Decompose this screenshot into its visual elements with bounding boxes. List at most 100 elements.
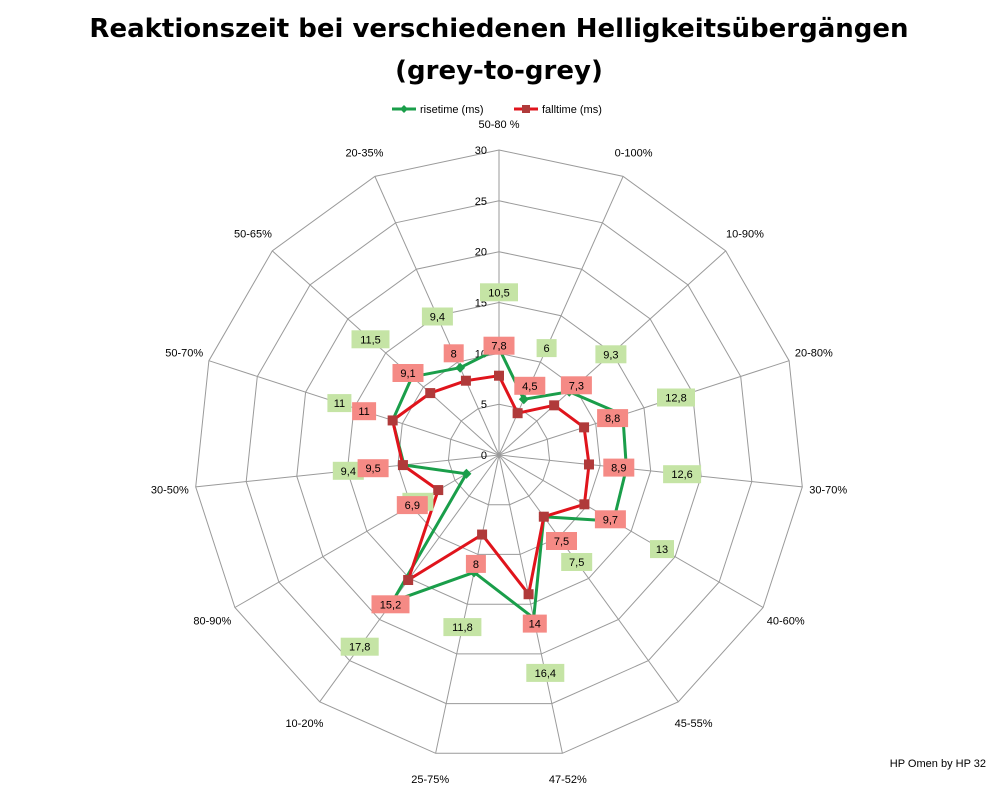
data-label-box — [603, 458, 635, 477]
data-label: 11,5 — [360, 334, 381, 346]
data-point — [397, 460, 408, 471]
data-point — [461, 468, 472, 479]
tick-label: 30 — [475, 145, 487, 157]
data-label-box — [351, 330, 390, 349]
data-point — [518, 394, 529, 405]
data-label-box — [443, 344, 464, 363]
chart-title-line-2: (grey-to-grey) — [395, 56, 603, 86]
data-label-box — [561, 553, 593, 571]
data-label-box — [332, 461, 364, 480]
data-label: 9,7 — [603, 514, 618, 526]
series-plot — [387, 343, 632, 624]
category-label: 30-70% — [809, 485, 847, 497]
grid-spoke — [271, 250, 500, 456]
category-label: 47-52% — [549, 774, 587, 786]
category-label: 20-80% — [795, 348, 833, 360]
tick-label: 0 — [481, 450, 487, 462]
data-label: 15,2 — [380, 599, 401, 611]
category-label: 50-80 % — [479, 119, 520, 131]
data-label: 8,9 — [611, 463, 626, 475]
data-label: 9,4 — [341, 466, 356, 478]
data-label: 8,8 — [605, 413, 620, 425]
category-label: 25-75% — [411, 774, 449, 786]
data-label: 14 — [529, 619, 541, 631]
data-label-box — [352, 402, 377, 421]
tick-label: 20 — [475, 247, 487, 259]
data-label-box — [657, 388, 695, 407]
grid-ring — [245, 200, 753, 705]
category-label: 40-60% — [767, 616, 805, 628]
grid-spoke — [435, 454, 500, 754]
data-label-box — [371, 595, 410, 614]
legend-label: falltime (ms) — [542, 104, 602, 116]
data-label-box — [546, 532, 577, 550]
category-label: 20-35% — [345, 148, 383, 160]
data-point — [579, 499, 590, 510]
data-labels: 10,569,312,812,6137,516,411,817,83,79,41… — [327, 283, 702, 682]
data-point — [494, 370, 504, 381]
category-label: 50-70% — [165, 348, 203, 360]
data-label: 11 — [358, 406, 369, 418]
series-line — [391, 346, 628, 620]
tick-label: 25 — [475, 196, 487, 208]
grid-spoke — [498, 454, 679, 703]
data-label-box — [663, 465, 702, 484]
grid-spoke — [498, 454, 563, 754]
data-label-box — [421, 307, 453, 326]
data-point — [433, 485, 444, 496]
data-point — [523, 589, 534, 600]
category-labels: 50-80 % 0-100% 10-90% 20-80% 30-70% 40-60% 45-… — [151, 119, 848, 786]
data-point — [549, 400, 560, 411]
data-label-box — [536, 339, 557, 358]
data-label-box — [522, 614, 547, 633]
data-label: 8 — [473, 559, 479, 571]
legend-label: risetime (ms) — [420, 104, 484, 116]
data-label-box — [595, 345, 627, 364]
data-label-box — [526, 663, 565, 682]
data-point — [538, 511, 549, 522]
legend-marker — [522, 105, 530, 113]
data-point — [460, 375, 471, 386]
data-label: 17,8 — [349, 642, 370, 654]
data-label-box — [465, 554, 486, 573]
grid-spoke — [498, 454, 764, 608]
grid-spoke — [498, 360, 790, 456]
grid-spoke — [234, 454, 500, 608]
data-label: 9,4 — [430, 312, 445, 324]
category-label: 80-90% — [193, 616, 231, 628]
legend-marker — [400, 105, 408, 113]
grid-ring — [346, 301, 652, 605]
data-point — [403, 575, 414, 586]
data-point — [583, 459, 594, 470]
radar-grid — [195, 149, 803, 754]
data-label: 12,8 — [665, 393, 686, 405]
data-label-box — [357, 459, 389, 478]
category-label: 50-65% — [234, 229, 272, 241]
data-label: 11 — [334, 398, 345, 410]
data-label: 9,5 — [365, 463, 380, 475]
data-label-box — [514, 376, 546, 395]
category-label: 10-90% — [726, 229, 764, 241]
data-label-box — [480, 283, 518, 302]
grid-spoke — [498, 454, 803, 488]
data-label-box — [396, 496, 428, 515]
data-label: 16,4 — [535, 668, 556, 680]
grid-ring — [447, 403, 551, 506]
data-point — [477, 529, 488, 540]
data-label-box — [560, 376, 592, 395]
data-label: 6 — [544, 343, 550, 355]
data-label-box — [340, 637, 379, 656]
data-point — [425, 388, 436, 399]
data-label-box — [327, 394, 352, 413]
tick-label: 5 — [481, 399, 487, 411]
grid-ring — [296, 251, 702, 655]
data-label: 9,1 — [400, 368, 415, 380]
data-label: 7,5 — [569, 557, 584, 569]
data-label: 6,9 — [405, 500, 420, 512]
category-label: 30-50% — [151, 485, 189, 497]
data-point — [512, 408, 523, 419]
data-label: 13 — [656, 544, 668, 556]
data-label-box — [597, 409, 629, 428]
